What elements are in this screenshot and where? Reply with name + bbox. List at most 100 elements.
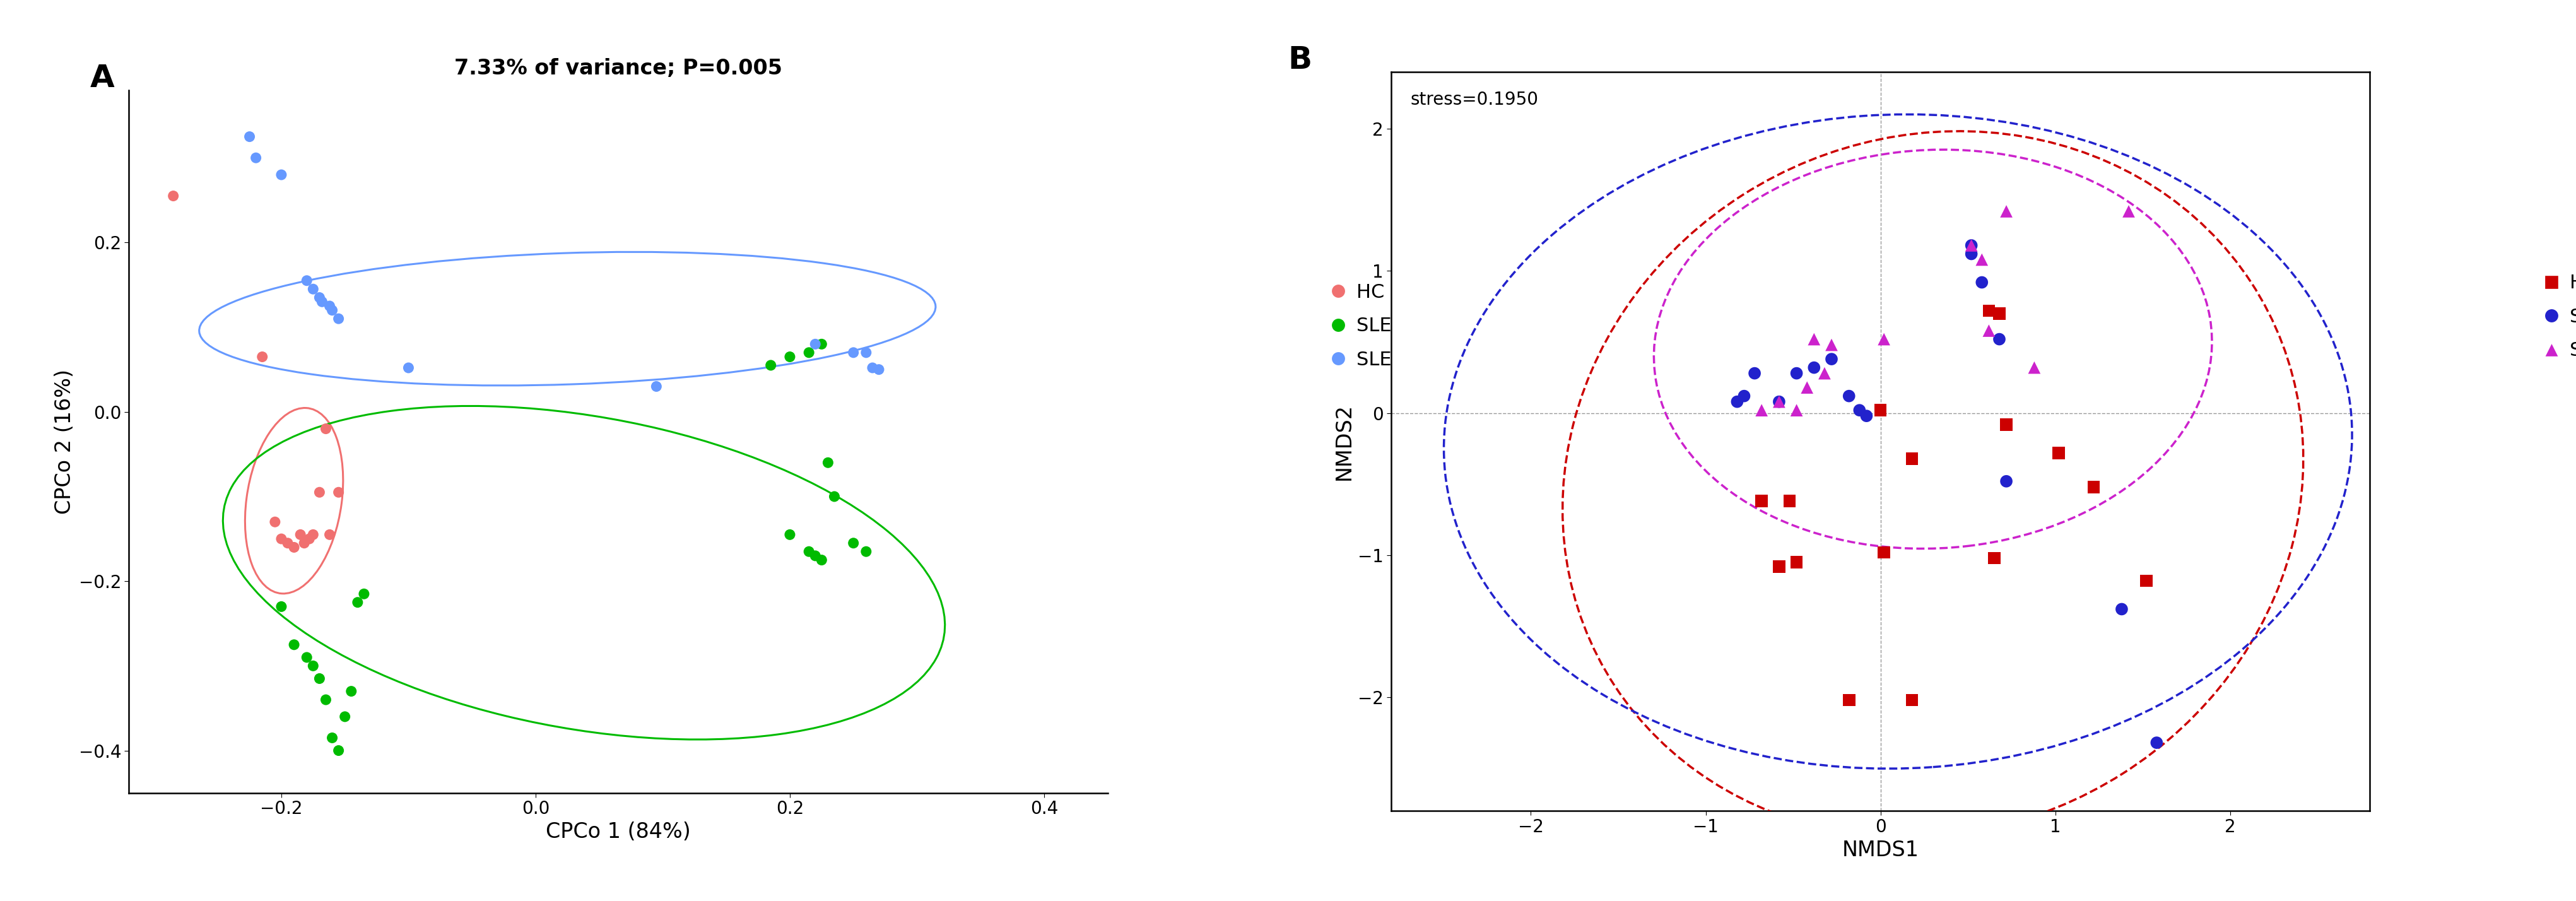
Point (832, 345, 873, 359)
Point (1793, 360, 1834, 375)
Point (1775, 366, 1816, 380)
Point (330, 684, 371, 698)
Point (1891, 693, 1932, 707)
Point (281, 527, 322, 542)
Point (1839, 403, 1880, 417)
Point (317, 485, 358, 499)
Point (309, 527, 350, 542)
Point (294, 527, 335, 542)
Y-axis label: NMDS2: NMDS2 (1334, 403, 1355, 480)
Point (2074, 479, 2115, 494)
Point (268, 536, 309, 551)
Point (301, 295, 343, 309)
Point (636, 379, 677, 394)
Point (1960, 275, 2002, 289)
Point (242, 350, 283, 364)
Point (806, 455, 848, 469)
Text: stress=0.1950: stress=0.1950 (1412, 91, 1538, 108)
Point (234, 150, 276, 165)
Point (286, 273, 327, 287)
Point (2014, 360, 2056, 375)
Point (1891, 451, 1932, 466)
Point (229, 130, 270, 144)
Point (1759, 560, 1801, 574)
Text: B: B (1288, 45, 1311, 76)
Point (2107, 205, 2148, 219)
Point (770, 350, 811, 364)
Legend: HC, SLE+LN, SLE: HC, SLE+LN, SLE (2540, 267, 2576, 368)
Point (1986, 417, 2027, 432)
Point (1759, 395, 1801, 409)
Point (1811, 352, 1852, 367)
Point (801, 553, 842, 568)
Point (317, 743, 358, 758)
Title: 7.33% of variance; P=0.005: 7.33% of variance; P=0.005 (453, 58, 783, 78)
Point (1960, 252, 2002, 267)
Point (304, 422, 345, 436)
Point (1978, 332, 2020, 346)
Point (845, 345, 886, 359)
Point (1811, 338, 1852, 352)
Point (750, 358, 791, 372)
Legend: HC, SLE+LN, SLE: HC, SLE+LN, SLE (1327, 276, 1440, 377)
Point (858, 362, 899, 377)
X-axis label: NMDS1: NMDS1 (1842, 840, 1919, 860)
Point (299, 485, 340, 499)
Point (814, 489, 855, 504)
Point (1723, 389, 1765, 404)
Point (337, 596, 379, 610)
Point (1862, 332, 1904, 346)
Point (1829, 389, 1870, 404)
Point (2136, 735, 2177, 750)
Point (1973, 551, 2014, 565)
Point (312, 731, 353, 745)
Point (299, 671, 340, 686)
Point (1986, 205, 2027, 219)
Point (1788, 380, 1829, 395)
Point (1770, 494, 1811, 508)
Point (273, 540, 314, 554)
Point (283, 536, 325, 551)
Point (793, 549, 835, 563)
Point (260, 168, 301, 182)
Point (1829, 693, 1870, 707)
Point (1847, 409, 1888, 423)
Point (2125, 574, 2166, 588)
Point (317, 312, 358, 326)
Point (1716, 395, 1757, 409)
Point (1775, 403, 1816, 417)
Point (1950, 238, 1991, 252)
Point (294, 282, 335, 296)
Point (1968, 323, 2009, 338)
Point (1950, 238, 1991, 252)
Point (801, 337, 842, 351)
Point (1793, 332, 1834, 346)
Point (1741, 494, 1783, 508)
Point (2038, 446, 2079, 460)
Point (853, 360, 894, 375)
Y-axis label: CPCo 2 (16%): CPCo 2 (16%) (54, 369, 75, 514)
Point (255, 514, 296, 529)
Point (309, 299, 350, 314)
Point (260, 599, 301, 614)
Point (389, 360, 430, 375)
Point (788, 544, 829, 559)
Point (299, 290, 340, 305)
Point (312, 303, 353, 317)
Point (1862, 545, 1904, 560)
Point (1986, 474, 2027, 488)
Point (1759, 395, 1801, 409)
Point (1978, 306, 2020, 321)
Point (286, 651, 327, 665)
Point (325, 709, 366, 724)
Point (1860, 403, 1901, 417)
Point (1734, 366, 1775, 380)
Point (273, 638, 314, 652)
X-axis label: CPCo 1 (84%): CPCo 1 (84%) (546, 822, 690, 842)
Point (832, 536, 873, 551)
Point (1775, 555, 1816, 569)
Point (1968, 304, 2009, 318)
Point (294, 659, 335, 673)
Point (1950, 247, 1991, 261)
Point (2102, 602, 2143, 616)
